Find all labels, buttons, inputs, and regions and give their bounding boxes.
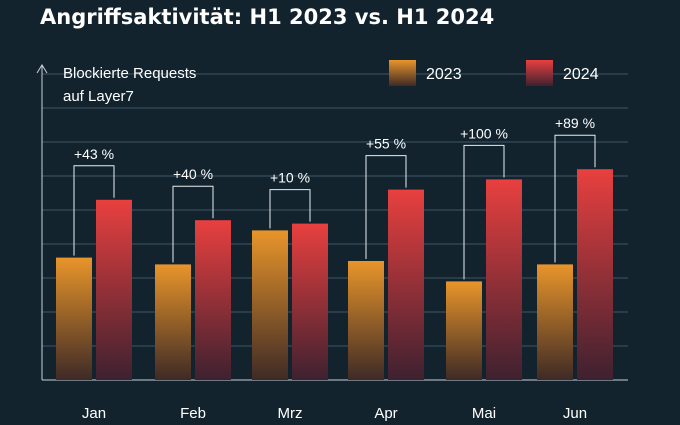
bar-2024-apr (388, 189, 424, 380)
change-label-mrz: +10 % (270, 170, 310, 186)
bar-2024-mai (486, 179, 522, 380)
legend: 2023 2024 (389, 60, 599, 86)
change-label-mai: +100 % (460, 125, 508, 141)
bar-2024-jan (96, 199, 132, 380)
change-bracket-apr (365, 155, 407, 259)
change-label-jun: +89 % (555, 115, 595, 131)
bar-2023-apr (348, 261, 384, 380)
bar-2023-jan (56, 257, 92, 380)
change-bracket-feb (172, 185, 214, 263)
x-tick-labels: Jan Feb Mrz Apr Mai Jun (82, 405, 587, 422)
y-axis-label-line-2: auf Layer7 (63, 88, 134, 105)
chart-title: Angriffsaktivität: H1 2023 vs. H1 2024 (40, 5, 494, 29)
change-label-feb: +40 % (173, 166, 213, 182)
change-bracket-mrz (269, 189, 311, 229)
y-axis-arrow-icon (36, 64, 48, 74)
bar-2024-mrz (292, 223, 328, 380)
x-tick-label-jun: Jun (563, 405, 587, 422)
x-tick-label-jan: Jan (82, 405, 106, 422)
change-bracket-mai (463, 144, 505, 280)
change-bracket-jun (554, 134, 596, 263)
bars (56, 169, 613, 380)
x-tick-label-apr: Apr (374, 405, 397, 422)
bar-2023-jun (537, 264, 573, 380)
bar-2023-feb (155, 264, 191, 380)
bar-2023-mrz (252, 230, 288, 380)
legend-label-2024: 2024 (563, 66, 599, 83)
gridlines (42, 73, 628, 347)
x-tick-label-feb: Feb (180, 405, 206, 422)
bar-2024-jun (577, 169, 613, 380)
bar-2024-feb (195, 220, 231, 380)
y-axis-label-line-1: Blockierte Requests (63, 65, 196, 82)
change-label-jan: +43 % (74, 146, 114, 162)
change-brackets: +43 % +40 % +10 % +55 % +100 % +89 % (73, 115, 596, 280)
change-label-apr: +55 % (366, 136, 406, 152)
change-bracket-jan (73, 165, 115, 256)
x-tick-label-mai: Mai (472, 405, 496, 422)
bar-2023-mai (446, 281, 482, 380)
legend-swatch-2024 (526, 60, 553, 86)
legend-label-2023: 2023 (426, 66, 462, 83)
legend-swatch-2023 (389, 60, 416, 86)
x-tick-label-mrz: Mrz (278, 405, 303, 422)
